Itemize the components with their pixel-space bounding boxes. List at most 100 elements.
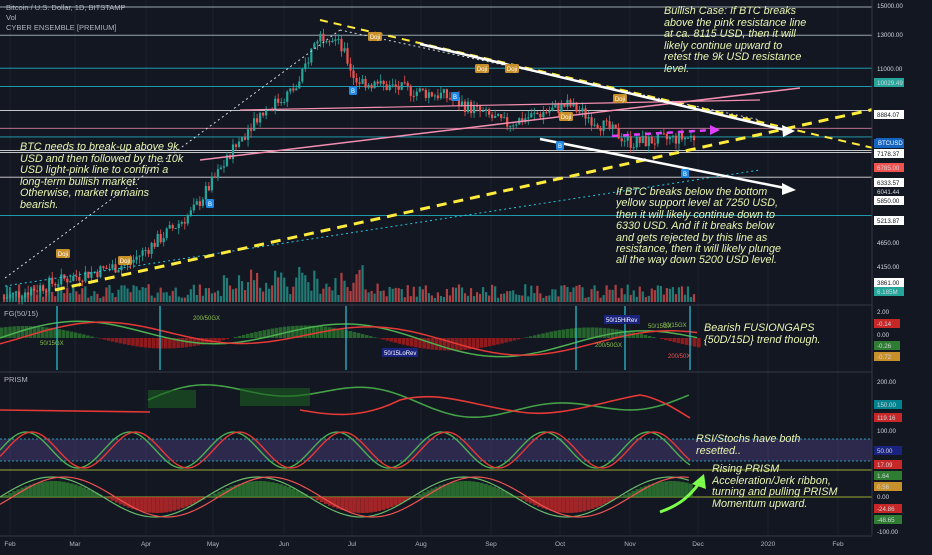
volume-bar <box>93 291 95 302</box>
candle-body <box>145 250 147 251</box>
candle-body <box>214 176 216 177</box>
volume-bar <box>633 290 635 302</box>
candle-body <box>75 276 77 277</box>
prism-ribbon-bar <box>344 497 348 511</box>
fg-hist-bar <box>115 338 119 343</box>
fg-hist-bar <box>677 338 681 343</box>
fg-hist-bar <box>156 338 160 348</box>
volume-bar <box>690 297 692 302</box>
prism-ribbon-bar <box>160 497 164 513</box>
fg-hist-bar <box>517 338 521 339</box>
fg-tag: 200/50GX <box>595 343 622 349</box>
fg-hist-bar <box>533 335 537 338</box>
candle-body <box>392 84 394 85</box>
volume-bar <box>193 285 195 302</box>
candle-body <box>654 144 656 145</box>
candle-body <box>36 291 38 292</box>
volume-bar <box>395 288 397 302</box>
candle-body <box>642 136 644 143</box>
fg-hist-bar <box>476 338 480 348</box>
candle-body <box>256 118 258 122</box>
fg-label: FG(50/15) <box>4 309 39 318</box>
fg-hist-bar <box>340 329 344 338</box>
candle-body <box>431 92 433 96</box>
volume-bar <box>416 297 418 302</box>
candle-body <box>114 264 116 272</box>
prism-ribbon-bar <box>250 481 254 497</box>
volume-bar <box>630 295 632 302</box>
volume-bar <box>410 296 412 302</box>
volume-bar <box>96 294 98 302</box>
candle-body <box>651 137 653 144</box>
candle-body <box>202 199 204 206</box>
volume-bar <box>259 288 261 302</box>
candle-body <box>380 81 382 84</box>
volume-bar <box>190 289 192 302</box>
volume-bar <box>669 289 671 302</box>
marker-label: Doji <box>370 35 380 41</box>
candle-body <box>612 125 614 129</box>
candle-body <box>283 102 285 103</box>
volume-bar <box>455 288 457 302</box>
volume-bar <box>545 296 547 302</box>
volume-bar <box>18 284 20 302</box>
volume-bar <box>262 292 264 302</box>
prism-ribbon-bar <box>262 481 266 497</box>
candle-body <box>627 136 629 140</box>
candle-body <box>340 39 342 51</box>
marker-label: Doji <box>561 115 571 121</box>
price-axis-label: 8884.07 <box>877 112 900 119</box>
volume-bar <box>63 293 65 302</box>
price-axis-label: 4650.00 <box>877 240 900 247</box>
candle-body <box>78 277 80 281</box>
fg-hist-bar <box>53 328 57 338</box>
volume-bar <box>512 290 514 302</box>
volume-bar <box>470 288 472 302</box>
fg-hist-bar <box>672 338 676 342</box>
candle-body <box>506 117 508 126</box>
candle-body <box>690 136 692 138</box>
volume-bar <box>75 291 77 302</box>
prism-ribbon-bar <box>209 496 213 497</box>
candle-body <box>66 279 68 283</box>
volume-bar <box>497 298 499 302</box>
prism-ribbon-bar <box>74 485 78 497</box>
fg-hist-bar <box>537 334 541 338</box>
volume-bar <box>99 298 101 302</box>
volume-bar <box>352 283 354 302</box>
volume-bar <box>3 295 5 302</box>
volume-bar <box>642 291 644 302</box>
candle-body <box>657 134 659 144</box>
fg-hist-bar <box>652 337 656 338</box>
fg-hist-bar <box>62 330 66 338</box>
candle-body <box>488 109 490 114</box>
candle-body <box>578 111 580 112</box>
prism-ribbon-bar <box>668 481 672 497</box>
rsi-stochs-note: RSI/Stochs have both resetted.. <box>696 433 846 463</box>
prism-ribbon-bar <box>107 497 111 499</box>
volume-bar <box>660 286 662 302</box>
volume-bar <box>578 285 580 302</box>
fg-tag: 200/50X <box>668 354 690 360</box>
volume-bar <box>693 294 695 302</box>
volume-bar <box>226 278 228 302</box>
fg-hist-bar <box>394 338 398 343</box>
volume-bar <box>325 284 327 302</box>
candle-body <box>404 82 406 83</box>
fg-hist-bar <box>603 328 607 338</box>
volume-bar <box>114 297 116 302</box>
x-tick-label: Nov <box>624 541 636 548</box>
fg-hist-bar <box>562 329 566 338</box>
volume-bar <box>422 289 424 302</box>
candle-body <box>572 102 574 106</box>
volume-bar <box>78 294 80 302</box>
volume-bar <box>624 294 626 302</box>
volume-bar <box>328 287 330 302</box>
candle-body <box>560 104 562 113</box>
prism-ribbon-bar <box>164 497 168 512</box>
prism-axis-label: -100.00 <box>877 529 899 536</box>
volume-bar <box>681 286 683 302</box>
volume-bar <box>301 273 303 302</box>
candle-body <box>587 117 589 118</box>
